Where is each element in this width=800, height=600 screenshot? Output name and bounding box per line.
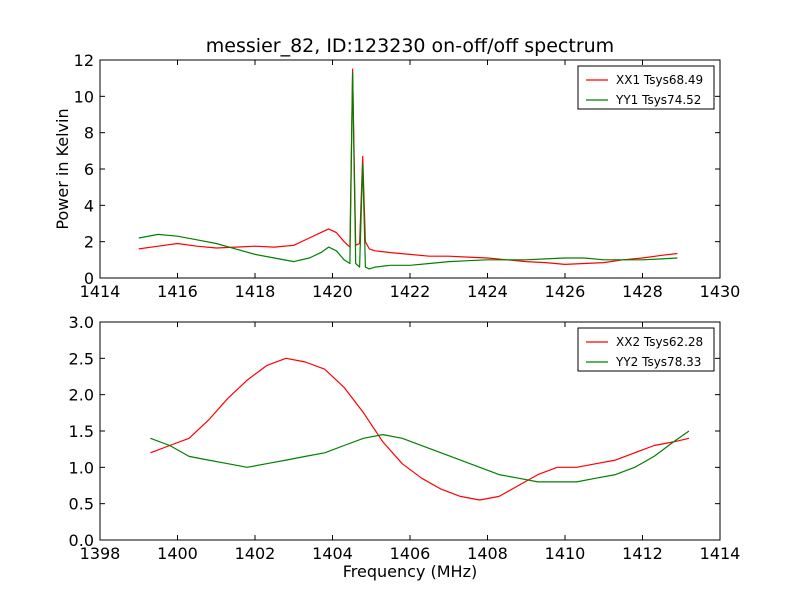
chart-bottom: 1398 1400 1402 1404 1406 1408 1410 1412 1414 0.0 0… xyxy=(69,313,741,581)
x-axis-label: Frequency (MHz) xyxy=(343,562,477,581)
legend-label: XX2 Tsys62.28 xyxy=(616,335,703,349)
x-tick-label: 1416 xyxy=(157,282,198,301)
x-tick-label: 1402 xyxy=(235,544,276,563)
legend-label: YY1 Tsys74.52 xyxy=(615,93,701,107)
x-tick-label: 1420 xyxy=(312,282,353,301)
x-tick-label: 1398 xyxy=(80,544,121,563)
x-tick-label: 1430 xyxy=(700,282,741,301)
x-tick-label: 1418 xyxy=(235,282,276,301)
y-tick-label: 3.0 xyxy=(69,313,94,332)
y-tick-label: 2 xyxy=(84,233,94,252)
x-tick-label: 1426 xyxy=(545,282,586,301)
x-tick-label: 1404 xyxy=(312,544,353,563)
legend-label: XX1 Tsys68.49 xyxy=(616,73,703,87)
y-axis-label: Power in Kelvin xyxy=(53,108,72,229)
legend-box xyxy=(577,327,715,372)
x-tick-label: 1410 xyxy=(545,544,586,563)
chart-top: 1414 1416 1418 1420 1422 1424 1426 1428 1430 0 2 4 6… xyxy=(53,35,740,301)
x-tick-label: 1428 xyxy=(622,282,663,301)
y-tick-label: 2.5 xyxy=(69,349,94,368)
y-tick-label: 10 xyxy=(74,87,94,106)
y-tick-label: 0.5 xyxy=(69,495,94,514)
y-tick-label: 12 xyxy=(74,51,94,70)
y-tick-label: 2.0 xyxy=(69,386,94,405)
x-tick-label: 1414 xyxy=(80,282,121,301)
y-tick-label: 4 xyxy=(84,196,94,215)
series-line-yy2 xyxy=(150,430,690,483)
y-tick-label: 6 xyxy=(84,160,94,179)
x-tick-label: 1408 xyxy=(467,544,508,563)
x-tick-label: 1412 xyxy=(622,544,663,563)
y-tick-label: 8 xyxy=(84,124,94,143)
y-tick-label: 1.5 xyxy=(69,422,94,441)
series-line-xx2 xyxy=(150,357,690,501)
series-line-yy1 xyxy=(138,72,678,270)
x-tick-label: 1422 xyxy=(390,282,431,301)
y-tick-label: 0 xyxy=(84,269,94,288)
x-tick-label: 1424 xyxy=(467,282,508,301)
x-tick-label: 1400 xyxy=(157,544,198,563)
y-tick-label: 0.0 xyxy=(69,531,94,550)
legend-label: YY2 Tsys78.33 xyxy=(615,355,701,369)
x-tick-label: 1406 xyxy=(390,544,431,563)
legend-box xyxy=(577,65,715,110)
x-tick-label: 1414 xyxy=(700,544,741,563)
chart-title: messier_82, ID:123230 on-off/off spectru… xyxy=(206,35,614,57)
y-tick-label: 1.0 xyxy=(69,458,94,477)
